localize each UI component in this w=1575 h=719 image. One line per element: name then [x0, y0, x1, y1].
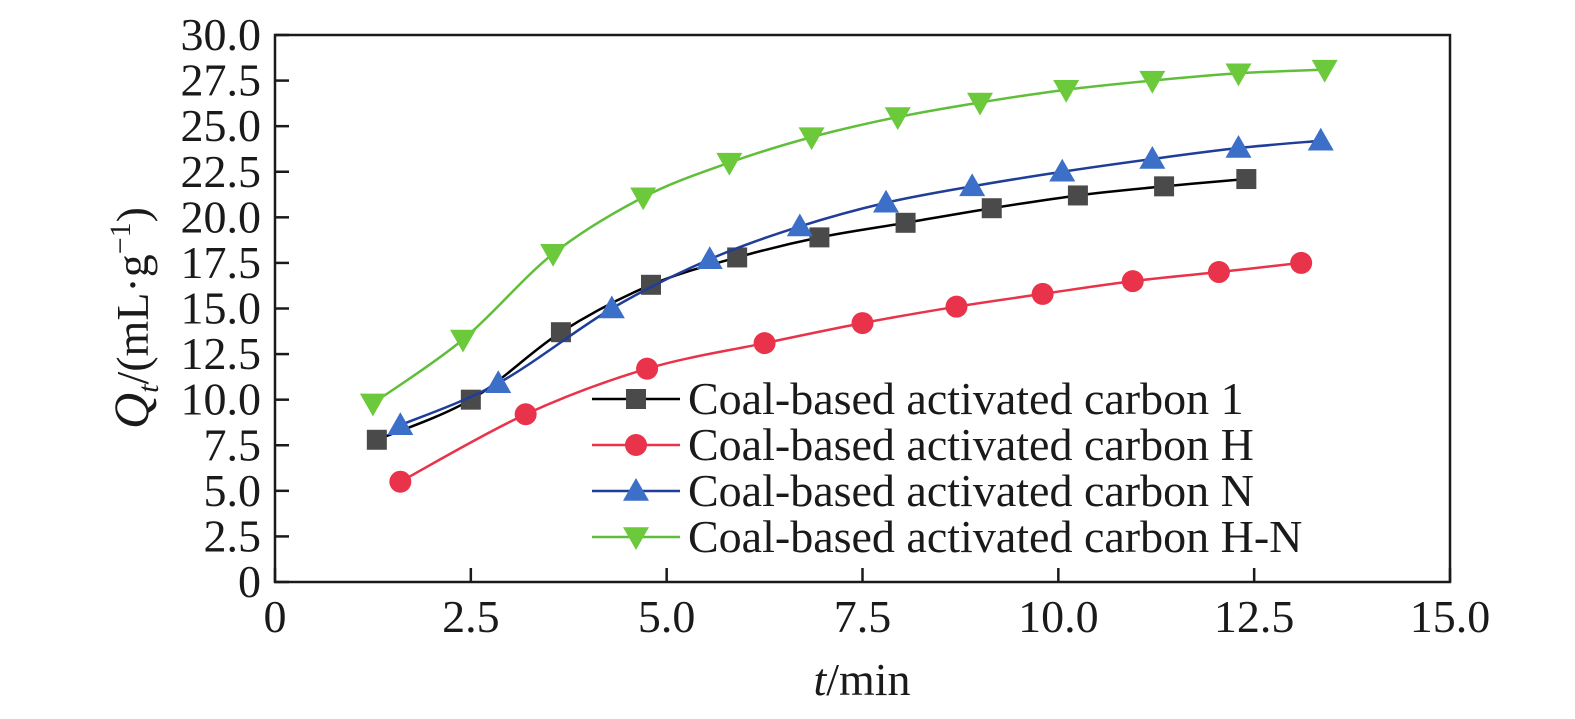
- data-point: [450, 329, 476, 353]
- y-axis-ticks: 02.55.07.510.012.515.017.520.022.525.027…: [181, 9, 289, 607]
- data-point: [1207, 261, 1230, 284]
- y-axis-title: Qt/(mL·g−1): [103, 207, 165, 429]
- data-point: [809, 227, 830, 248]
- x-axis-ticks: 0 2.5 5.0 7.5 10.0 12.5 15.0: [264, 568, 1491, 642]
- data-point: [884, 107, 911, 131]
- legend-item-carbon-n: Coal-based activated carbon N: [592, 465, 1254, 516]
- data-point: [959, 173, 986, 197]
- data-point: [1053, 79, 1080, 103]
- legend-marker: [625, 434, 647, 456]
- x-tick-label: 5.0: [638, 591, 696, 642]
- data-point: [981, 198, 1002, 219]
- legend-label: Coal-based activated carbon H-N: [688, 511, 1302, 562]
- legend-marker: [623, 478, 649, 501]
- data-point: [359, 393, 386, 417]
- data-point: [895, 212, 916, 233]
- data-point: [1139, 70, 1166, 94]
- data-point: [727, 247, 748, 268]
- y-tick-label: 7.5: [204, 419, 262, 470]
- data-point: [798, 127, 825, 151]
- y-tick-label: 20.0: [181, 191, 262, 242]
- data-point: [1121, 270, 1144, 293]
- series-line: [399, 139, 1321, 427]
- data-point: [716, 152, 743, 176]
- data-point: [1290, 251, 1313, 274]
- data-point: [1154, 176, 1175, 197]
- data-point: [1225, 63, 1252, 87]
- y-tick-label: 17.5: [181, 237, 262, 288]
- data-point: [753, 332, 776, 355]
- data-point: [540, 244, 567, 267]
- series-carbon-n: [387, 127, 1334, 435]
- data-point: [967, 92, 993, 116]
- x-tick-label: 2.5: [442, 591, 500, 642]
- data-point: [1067, 185, 1088, 206]
- data-point: [696, 246, 723, 270]
- data-point: [873, 189, 899, 213]
- legend-item-carbon-h-n: Coal-based activated carbon H-N: [592, 511, 1302, 562]
- data-point: [387, 412, 414, 435]
- series-line: [372, 68, 1325, 405]
- x-axis-title: t/min: [813, 654, 910, 705]
- x-tick-label: 10.0: [1018, 591, 1099, 642]
- legend-label: Coal-based activated carbon 1: [688, 373, 1244, 424]
- legend-marker: [626, 389, 646, 409]
- y-tick-label: 2.5: [204, 510, 262, 561]
- data-point: [945, 295, 968, 318]
- y-tick-label: 0: [238, 556, 261, 607]
- x-tick-label: 7.5: [834, 591, 892, 642]
- y-tick-label: 25.0: [181, 100, 262, 151]
- y-tick-label: 15.0: [181, 283, 262, 334]
- data-point: [550, 322, 571, 343]
- legend-item-carbon-h: Coal-based activated carbon H: [592, 419, 1254, 470]
- legend: Coal-based activated carbon 1Coal-based …: [592, 373, 1302, 562]
- data-point: [630, 187, 657, 211]
- y-tick-label: 5.0: [204, 465, 262, 516]
- legend-label: Coal-based activated carbon H: [688, 419, 1254, 470]
- y-tick-label: 27.5: [181, 55, 262, 106]
- legend-marker: [623, 527, 649, 550]
- data-point: [389, 470, 412, 493]
- data-point: [1225, 135, 1252, 158]
- data-point: [1139, 145, 1166, 169]
- data-point: [636, 357, 659, 380]
- data-point: [1311, 59, 1338, 83]
- series-carbon-h-n: [359, 59, 1338, 417]
- y-tick-label: 10.0: [181, 374, 262, 425]
- series-carbon-h: [389, 251, 1313, 493]
- y-tick-label: 12.5: [181, 328, 262, 379]
- series-carbon-1: [366, 169, 1257, 450]
- data-point: [1031, 282, 1054, 305]
- data-point: [1049, 158, 1076, 182]
- legend-label: Coal-based activated carbon N: [688, 465, 1254, 516]
- data-point: [786, 213, 813, 237]
- data-point: [598, 295, 625, 319]
- legend-item-carbon-1: Coal-based activated carbon 1: [592, 373, 1244, 424]
- data-point: [1307, 127, 1334, 151]
- series-line: [399, 261, 1302, 483]
- y-tick-label: 22.5: [181, 146, 262, 197]
- data-point: [514, 403, 537, 426]
- series-layer: [359, 59, 1338, 493]
- data-point: [1236, 169, 1257, 190]
- data-point: [851, 312, 874, 335]
- data-point: [485, 370, 512, 394]
- x-tick-label: 15.0: [1410, 591, 1491, 642]
- x-tick-label: 12.5: [1214, 591, 1295, 642]
- data-point: [366, 429, 387, 450]
- x-tick-label: 0: [264, 591, 287, 642]
- y-tick-label: 30.0: [181, 9, 262, 60]
